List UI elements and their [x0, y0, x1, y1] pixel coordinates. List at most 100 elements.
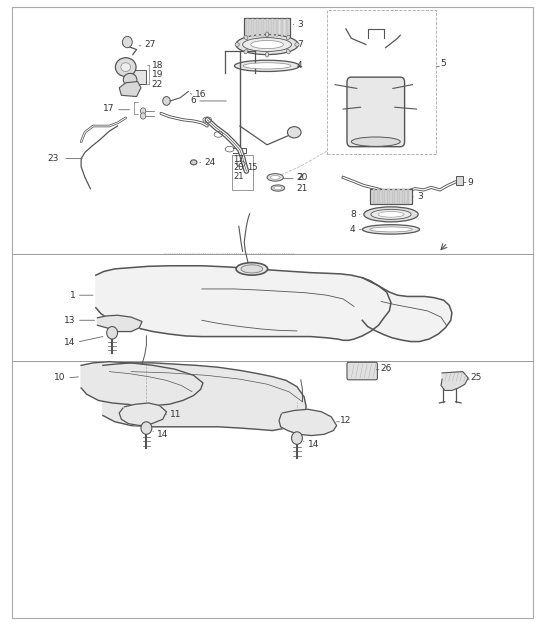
Bar	[402, 189, 404, 204]
Polygon shape	[119, 403, 166, 426]
Text: 21: 21	[233, 171, 244, 181]
Bar	[261, 18, 264, 37]
Bar	[407, 189, 409, 204]
Bar	[371, 189, 411, 204]
Ellipse shape	[121, 63, 131, 72]
Text: 14: 14	[308, 440, 319, 449]
Text: 22: 22	[152, 80, 163, 89]
Circle shape	[123, 36, 132, 48]
Text: 14: 14	[158, 430, 168, 439]
Text: 21: 21	[296, 183, 307, 193]
Polygon shape	[119, 82, 141, 97]
Ellipse shape	[123, 73, 137, 86]
Ellipse shape	[362, 225, 420, 234]
Ellipse shape	[190, 160, 197, 165]
Bar	[266, 18, 269, 37]
Ellipse shape	[251, 40, 283, 48]
Ellipse shape	[271, 185, 284, 191]
Text: 17: 17	[233, 155, 244, 165]
Circle shape	[141, 422, 152, 435]
Text: 9: 9	[467, 178, 473, 187]
Polygon shape	[96, 266, 391, 340]
Text: 23: 23	[47, 154, 58, 163]
Text: 8: 8	[350, 210, 356, 219]
Bar	[456, 176, 463, 185]
Polygon shape	[441, 372, 468, 391]
Text: 3: 3	[297, 20, 302, 29]
Ellipse shape	[286, 35, 290, 40]
Text: 3: 3	[417, 192, 423, 202]
Text: 5: 5	[440, 59, 446, 68]
Ellipse shape	[267, 173, 283, 181]
Bar	[281, 18, 283, 37]
Bar	[392, 189, 395, 204]
Bar	[131, 70, 147, 84]
Ellipse shape	[236, 263, 268, 275]
Bar	[397, 189, 399, 204]
Bar	[327, 10, 435, 154]
Bar	[286, 18, 288, 37]
Ellipse shape	[236, 35, 298, 55]
Ellipse shape	[235, 43, 239, 46]
Text: 2: 2	[297, 173, 302, 182]
Ellipse shape	[241, 265, 263, 273]
Ellipse shape	[243, 38, 292, 51]
Bar	[232, 155, 253, 190]
Polygon shape	[103, 363, 306, 431]
Ellipse shape	[270, 175, 280, 179]
Text: 6: 6	[191, 97, 196, 106]
FancyBboxPatch shape	[347, 77, 404, 147]
Polygon shape	[98, 315, 142, 332]
Text: 7: 7	[297, 40, 302, 49]
Text: 13: 13	[64, 316, 76, 325]
Text: 15: 15	[247, 163, 257, 173]
Ellipse shape	[244, 50, 248, 54]
Ellipse shape	[295, 43, 299, 46]
Circle shape	[141, 108, 146, 114]
Text: 4: 4	[350, 225, 356, 234]
Bar	[387, 189, 390, 204]
Circle shape	[292, 432, 302, 445]
Ellipse shape	[116, 58, 136, 77]
Text: 11: 11	[170, 409, 182, 419]
Polygon shape	[279, 409, 337, 436]
Ellipse shape	[352, 137, 400, 146]
Ellipse shape	[378, 212, 404, 217]
Text: 16: 16	[195, 90, 206, 99]
Ellipse shape	[274, 187, 282, 190]
Bar	[373, 189, 376, 204]
Ellipse shape	[243, 63, 291, 69]
Text: 14: 14	[64, 338, 76, 347]
Text: 26: 26	[380, 364, 391, 373]
Text: 17: 17	[104, 104, 115, 113]
Text: 19: 19	[152, 70, 164, 79]
Circle shape	[107, 327, 118, 339]
Ellipse shape	[370, 227, 412, 232]
Text: 4: 4	[297, 62, 302, 70]
Bar	[271, 18, 274, 37]
Text: 10: 10	[54, 374, 66, 382]
Text: 12: 12	[341, 416, 352, 425]
Text: 25: 25	[470, 374, 482, 382]
Text: 1: 1	[70, 291, 76, 300]
Bar	[256, 18, 259, 37]
Bar	[378, 189, 380, 204]
Bar	[246, 18, 249, 37]
Ellipse shape	[244, 35, 248, 40]
Ellipse shape	[364, 207, 418, 222]
Polygon shape	[81, 362, 203, 406]
Bar	[244, 18, 290, 37]
Text: 18: 18	[152, 61, 164, 70]
Text: 24: 24	[204, 158, 216, 167]
Ellipse shape	[287, 127, 301, 138]
Circle shape	[163, 97, 170, 106]
Text: 27: 27	[145, 40, 156, 49]
Bar	[276, 18, 278, 37]
Text: 20: 20	[296, 173, 307, 182]
Circle shape	[141, 113, 146, 119]
Text: 20: 20	[233, 163, 244, 173]
Bar	[251, 18, 254, 37]
Ellipse shape	[265, 52, 269, 57]
Ellipse shape	[371, 209, 411, 219]
Polygon shape	[362, 278, 452, 342]
